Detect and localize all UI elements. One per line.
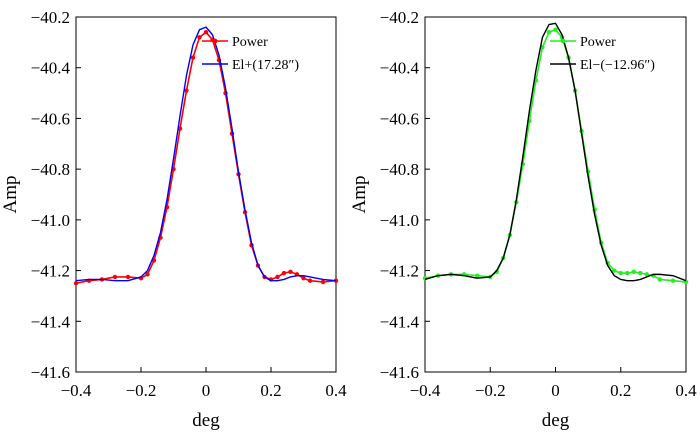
data-point bbox=[657, 277, 663, 282]
data-point bbox=[307, 278, 313, 283]
data-point bbox=[475, 273, 480, 278]
data-point bbox=[553, 27, 558, 32]
legend: Power El−(−12.96″) bbox=[550, 35, 655, 73]
series-2 bbox=[424, 22, 687, 282]
data-point bbox=[333, 278, 339, 283]
y-tick-label: −41.0 bbox=[31, 211, 70, 230]
x-tick-label: 0.4 bbox=[325, 381, 347, 400]
data-point bbox=[275, 274, 280, 280]
x-tick-label: −0.2 bbox=[475, 381, 506, 400]
data-point bbox=[612, 268, 617, 273]
legend-marker bbox=[560, 38, 566, 44]
x-tick-label: 0 bbox=[202, 381, 211, 400]
x-tick-label: 0.2 bbox=[610, 381, 631, 400]
y-tick-label: −40.2 bbox=[31, 8, 70, 27]
series-2 bbox=[75, 26, 337, 282]
y-tick-label: −41.4 bbox=[31, 312, 71, 331]
y-tick-label: −40.8 bbox=[31, 160, 70, 179]
series-line bbox=[424, 22, 687, 282]
data-point bbox=[145, 272, 150, 277]
legend-label: El+(17.28″) bbox=[232, 58, 299, 73]
y-tick-label: −41.2 bbox=[380, 262, 419, 281]
series-line bbox=[75, 31, 337, 285]
data-point bbox=[73, 281, 79, 286]
data-point bbox=[546, 30, 552, 35]
legend: Power El+(17.28″) bbox=[202, 35, 299, 73]
data-point bbox=[288, 269, 293, 275]
data-point bbox=[631, 269, 636, 275]
y-tick-label: −40.4 bbox=[380, 59, 420, 78]
y-tick-label: −40.4 bbox=[31, 59, 71, 78]
x-axis-title: deg bbox=[192, 410, 220, 431]
data-point bbox=[112, 274, 118, 280]
y-tick-label: −41.4 bbox=[380, 312, 420, 331]
y-tick-label: −40.2 bbox=[380, 8, 419, 27]
y-tick-label: −41.0 bbox=[380, 211, 419, 230]
legend-label: Power bbox=[232, 35, 268, 50]
x-tick-label: −0.4 bbox=[410, 381, 441, 400]
y-tick-label: −41.6 bbox=[380, 363, 419, 382]
data-point bbox=[618, 270, 623, 276]
data-point bbox=[125, 274, 131, 280]
data-point bbox=[184, 88, 189, 93]
x-tick-label: −0.4 bbox=[61, 381, 92, 400]
y-tick-label: −40.8 bbox=[380, 160, 419, 179]
x-tick-label: −0.2 bbox=[126, 381, 157, 400]
legend-label: Power bbox=[580, 35, 616, 50]
y-axis-title: Amp bbox=[0, 176, 21, 214]
data-point bbox=[301, 275, 306, 281]
data-point bbox=[190, 55, 196, 60]
legend-label: El−(−12.96″) bbox=[580, 58, 655, 73]
data-point bbox=[197, 35, 202, 40]
x-axis-title: deg bbox=[542, 410, 570, 431]
x-tick-label: 0.2 bbox=[260, 381, 281, 400]
legend-marker bbox=[212, 38, 218, 44]
data-point bbox=[638, 270, 643, 276]
data-point bbox=[320, 279, 326, 285]
chart-panel-2: −40.2 −40.4 −40.6 −40.8 −41.0 −41.2 −41.4 −41.6… bbox=[349, 8, 697, 431]
data-point bbox=[281, 270, 287, 276]
data-point bbox=[203, 30, 209, 35]
y-tick-label: −41.6 bbox=[31, 363, 70, 382]
y-tick-label: −40.6 bbox=[31, 109, 70, 128]
data-point bbox=[644, 272, 650, 277]
series-line bbox=[75, 26, 337, 282]
data-point bbox=[625, 270, 630, 276]
x-tick-label: 0 bbox=[551, 381, 560, 400]
y-axis-title: Amp bbox=[349, 176, 370, 214]
chart-panel-1: −40.2 −40.4 −40.6 −40.8 −41.0 −41.2 −41.4 −41.6… bbox=[0, 8, 347, 431]
data-point bbox=[670, 278, 676, 283]
y-tick-label: −40.6 bbox=[380, 109, 419, 128]
y-tick-label: −41.2 bbox=[31, 262, 70, 281]
x-tick-label: 0.4 bbox=[675, 381, 697, 400]
